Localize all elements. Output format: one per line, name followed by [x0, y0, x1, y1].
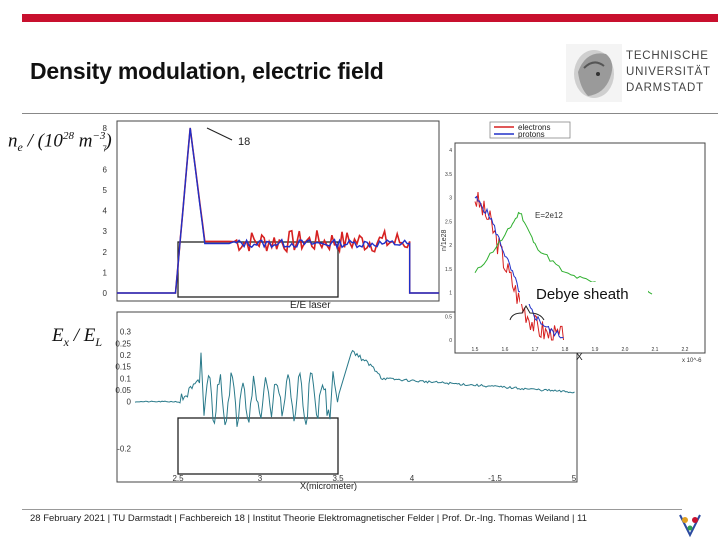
inset-plot-frame	[454, 142, 706, 354]
top-y-tick-label: 2	[103, 248, 108, 257]
legend: electrons protons	[489, 121, 571, 139]
bottom-x-tick-label: 2.5	[172, 474, 184, 483]
top-y-tick-label: 3	[103, 227, 108, 236]
footer-text: 28 February 2021 | TU Darmstadt | Fachbe…	[30, 513, 587, 524]
figure: 0 1 2 3 4 5 6 7 8 E/E laser 18 electrons protons…	[103, 120, 706, 491]
top-y-tick-label: 0	[103, 289, 108, 298]
legend-protons: protons	[518, 130, 545, 139]
series-electrons-line	[117, 127, 439, 294]
inset-x-tick-label: 1.6	[502, 347, 509, 353]
inset-x-tick-label: 2.1	[652, 347, 659, 353]
bottom-x-tick-label: 5	[572, 474, 577, 483]
bottom-x-tick-label: 3	[258, 474, 263, 483]
top-y-tick-label: 8	[103, 124, 108, 133]
top-y-tick-label: 6	[103, 165, 108, 174]
top-y-ticks: 0 1 2 3 4 5 6 7 8	[103, 124, 108, 298]
accent-bar	[22, 14, 718, 22]
series-protons-line	[117, 127, 439, 294]
y-axis-label-bottom: Ex / EL	[52, 325, 103, 349]
inset-y-tick-label: 1	[449, 291, 452, 297]
bottom-y-tick-label: -0.2	[117, 444, 131, 453]
bottom-x-axis-label: X(micrometer)	[300, 481, 357, 491]
inset-y-axis-label: n/1e28	[441, 229, 448, 251]
inset-x-tick-label: 1.5	[472, 347, 479, 353]
bottom-y-tick-label: 0.1	[120, 374, 132, 383]
top-y-tick-label: 7	[103, 145, 108, 154]
inset-series-protons	[474, 195, 564, 339]
debye-sheath-label: Debye sheath	[536, 286, 629, 303]
bottom-x-tick-label: 4	[410, 474, 415, 483]
zoom-box-top	[177, 241, 339, 298]
annotation-arrow	[206, 127, 233, 141]
debye-label-background	[520, 282, 648, 304]
inset-x-tick-label: 1.7	[532, 347, 539, 353]
bottom-y-tick-label: 0	[127, 398, 132, 407]
inset-y-tick-label: 0	[449, 338, 452, 344]
inset-y-tick-label: 2	[449, 243, 452, 249]
institute-logo-icon	[679, 514, 701, 538]
inset-x-tick-label: 1.9	[592, 347, 599, 353]
top-x-axis-label: E/E laser	[290, 300, 331, 311]
inset-x-tick-label: 2.2	[682, 347, 689, 353]
bottom-y-tick-label: 0.25	[115, 339, 131, 348]
inset-series-electrons	[474, 191, 564, 341]
bottom-y-tick-label: 0.3	[120, 328, 132, 337]
title-divider	[22, 113, 718, 114]
top-y-tick-label: 4	[103, 207, 108, 216]
legend-electrons: electrons	[518, 123, 550, 132]
inset-x-multiplier: x 10^-6	[682, 358, 702, 364]
debye-brace	[509, 304, 545, 321]
athena-head-icon	[566, 44, 622, 102]
bottom-plot-frame	[116, 311, 578, 483]
bottom-x-tick-label: 3.5	[332, 474, 344, 483]
inset-x-tick-label: 2.0	[622, 347, 629, 353]
university-logo: TECHNISCHE UNIVERSITÄT DARMSTADT	[566, 44, 716, 102]
bottom-ticks: -0.2 0 0.05 0.1 0.15 0.2 0.25 0.3 2.5 3 3.5 4 -1.5 5	[115, 328, 576, 483]
top-y-tick-label: 1	[103, 268, 108, 277]
bottom-x-tick-label: -1.5	[488, 474, 502, 483]
inset-field-label: E=2e12	[535, 211, 563, 220]
inset-x-axis-label: X	[576, 352, 583, 363]
inset-y-tick-label: 4	[449, 148, 452, 154]
inset-x-tick-label: 1.8	[562, 347, 569, 353]
footer-divider	[22, 509, 682, 510]
y-axis-label-top: ne / (1028 m−3)	[8, 130, 112, 155]
inset-y-tick-label: 3	[449, 196, 452, 202]
inset-y-tick-label: 0.5	[445, 314, 452, 320]
series-field-line	[134, 349, 575, 427]
bottom-y-tick-label: 0.2	[120, 351, 132, 360]
top-annotation-18: 18	[238, 136, 250, 148]
bottom-y-tick-label: 0.15	[115, 363, 131, 372]
top-y-tick-label: 5	[103, 186, 108, 195]
top-plot-frame	[116, 120, 440, 302]
inset-y-tick-label: 3.5	[445, 172, 452, 178]
inset-y-tick-label: 1.5	[445, 267, 452, 273]
inset-ticks: 0 0.5 1 1.5 2 2.5 3 3.5 4 1.5 1.6 1.7 1.8 1.9 2.0 2.1 2.…	[445, 148, 689, 353]
inset-y-tick-label: 2.5	[445, 219, 452, 225]
university-logo-text: TECHNISCHE UNIVERSITÄT DARMSTADT	[626, 50, 711, 94]
zoom-box-bottom	[177, 417, 339, 475]
slide-title: Density modulation, electric field	[30, 58, 384, 84]
bottom-y-tick-label: 0.05	[115, 386, 131, 395]
